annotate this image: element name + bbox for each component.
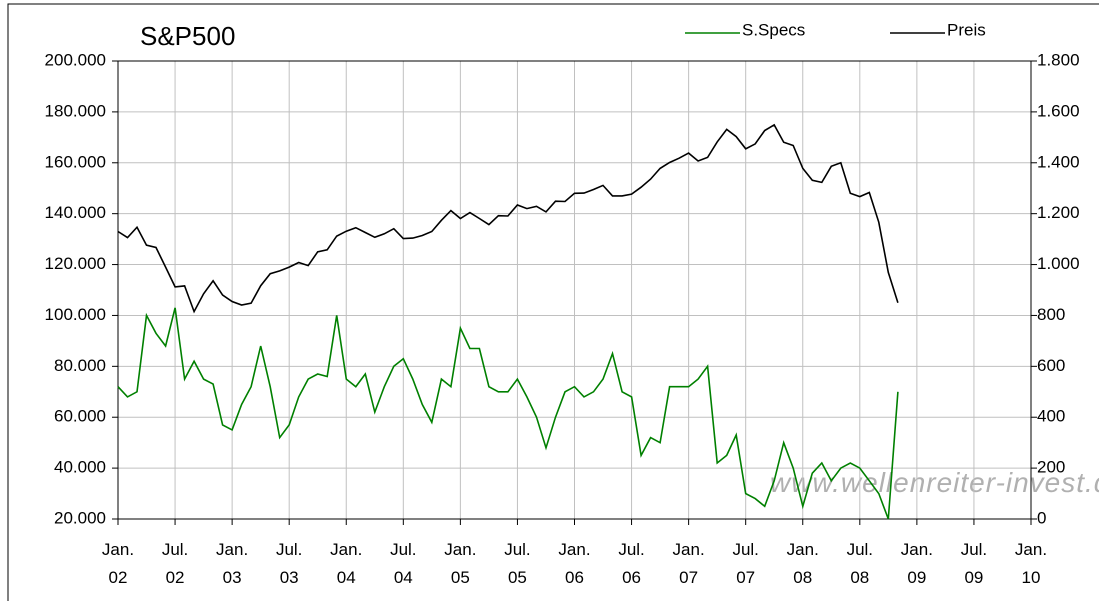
x-tick-label: Jul. 08 [847, 540, 873, 587]
line-series [117, 123, 899, 314]
x-tick-label: Jul. 06 [618, 540, 644, 587]
chart-border [7, 3, 1099, 601]
y2-tick-label: 1.600 [1037, 101, 1080, 120]
y-tick-label: 20.000 [54, 508, 106, 527]
y2-tick-label: 200 [1037, 458, 1065, 477]
y-tick-label: 40.000 [54, 458, 106, 477]
line-series [117, 307, 899, 520]
x-tick-label: Jan. 10 [1015, 540, 1047, 587]
y2-tick-label: 1.400 [1037, 152, 1080, 171]
y2-tick-label: 400 [1037, 407, 1065, 426]
x-tick-label: Jul. 05 [504, 540, 530, 587]
plot-frame [117, 60, 1032, 520]
y2-tick-label: 800 [1037, 305, 1065, 324]
y2-tick-label: 1.200 [1037, 203, 1080, 222]
x-tick-label: Jan. 05 [444, 540, 476, 587]
x-tick-label: Jul. 03 [276, 540, 302, 587]
y-tick-label: 60.000 [54, 407, 106, 426]
x-tick-label: Jul. 02 [162, 540, 188, 587]
x-tick-label: Jan. 09 [901, 540, 933, 587]
y-tick-label: 80.000 [54, 356, 106, 375]
y2-tick-label: 1.800 [1037, 50, 1080, 69]
y-tick-label: 180.000 [45, 101, 106, 120]
y2-tick-label: 0 [1037, 508, 1046, 527]
y-tick-label: 200.000 [45, 50, 106, 69]
chart-title: S&P500 [140, 21, 235, 51]
watermark: www.wellenreiter-invest.de [770, 467, 1099, 498]
x-tick-label: Jan. 04 [330, 540, 362, 587]
y-tick-label: 120.000 [45, 254, 106, 273]
y2-tick-label: 1.000 [1037, 254, 1080, 273]
y2-tick-label: 600 [1037, 356, 1065, 375]
x-tick-label: Jul. 07 [732, 540, 758, 587]
x-tick-label: Jul. 04 [390, 540, 416, 587]
legend-label: Preis [947, 20, 986, 39]
x-tick-label: Jan. 07 [673, 540, 705, 587]
legend-label: S.Specs [742, 20, 805, 39]
x-tick-label: Jan. 06 [558, 540, 590, 587]
x-tick-label: Jan. 03 [216, 540, 248, 587]
x-tick-label: Jan. 02 [102, 540, 134, 587]
y-tick-label: 160.000 [45, 152, 106, 171]
x-tick-label: Jul. 09 [961, 540, 987, 587]
y-tick-label: 140.000 [45, 203, 106, 222]
y-tick-label: 100.000 [45, 305, 106, 324]
x-tick-label: Jan. 08 [787, 540, 819, 587]
